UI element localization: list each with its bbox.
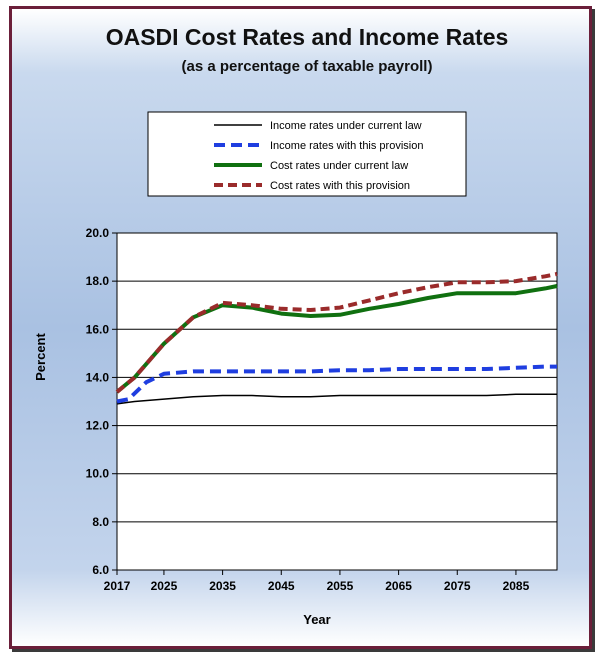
x-tick-label: 2025 [151, 579, 178, 593]
y-tick-label: 14.0 [86, 370, 110, 384]
gridlines [117, 280, 557, 523]
legend-label-3: Cost rates under current law [270, 160, 408, 172]
y-tick-label: 6.0 [92, 563, 109, 577]
y-tick-label: 12.0 [86, 419, 110, 433]
y-tick-label: 16.0 [86, 322, 110, 336]
x-tick-label: 2017 [104, 579, 131, 593]
x-tick-label: 2035 [209, 579, 236, 593]
y-tick-label: 8.0 [92, 515, 109, 529]
y-axis-title: Percent [33, 332, 48, 380]
y-axis-ticks: 6.0 8.0 10.0 12.0 14.0 16.0 18.0 20.0 [86, 226, 117, 577]
chart-subtitle: (as a percentage of taxable payroll) [181, 58, 433, 75]
legend-box [147, 111, 467, 197]
x-tick-label: 2055 [327, 579, 354, 593]
chart-title: OASDI Cost Rates and Income Rates [105, 24, 509, 50]
legend-label-4: Cost rates with this provision [270, 180, 410, 192]
legend: Income rates under current law Income rat… [214, 120, 423, 192]
series-line-3 [115, 284, 558, 394]
series-line-2 [116, 364, 557, 404]
x-axis-title: Year [303, 612, 330, 627]
x-tick-label: 2085 [503, 579, 530, 593]
legend-label-2: Income rates with this provision [270, 140, 423, 152]
x-tick-label: 2075 [444, 579, 471, 593]
x-tick-label: 2045 [268, 579, 295, 593]
y-tick-label: 10.0 [86, 467, 110, 481]
y-tick-label: 20.0 [86, 226, 110, 240]
x-tick-label: 2065 [385, 579, 412, 593]
series-line-1 [116, 393, 557, 405]
y-tick-label: 18.0 [86, 274, 110, 288]
plot-area [116, 232, 558, 571]
x-axis-ticks: 2017 2025 2035 2045 2055 2065 2075 2085 [104, 570, 530, 593]
series-line-4 [115, 271, 558, 394]
series-layer [115, 271, 558, 405]
legend-label-1: Income rates under current law [270, 120, 422, 132]
